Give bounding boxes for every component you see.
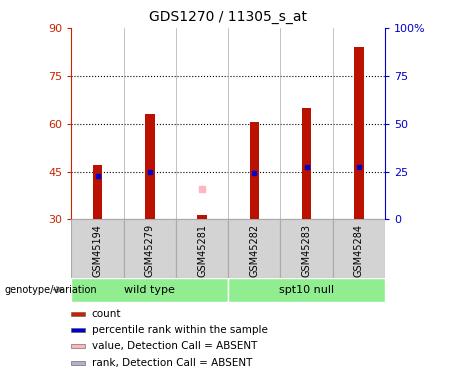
Bar <box>93 165 102 219</box>
Bar <box>71 361 85 364</box>
Text: GSM45279: GSM45279 <box>145 224 155 277</box>
Bar <box>197 214 207 219</box>
Text: GSM45194: GSM45194 <box>93 224 103 277</box>
Bar <box>228 219 280 278</box>
Bar <box>145 114 154 219</box>
Text: GSM45281: GSM45281 <box>197 224 207 277</box>
Bar <box>280 219 333 278</box>
Bar <box>124 219 176 278</box>
Text: GSM45284: GSM45284 <box>354 224 364 277</box>
Bar <box>71 312 85 316</box>
Bar <box>71 344 85 348</box>
Bar <box>354 47 364 219</box>
Bar <box>228 278 385 302</box>
Text: value, Detection Call = ABSENT: value, Detection Call = ABSENT <box>92 341 257 351</box>
Text: GSM45283: GSM45283 <box>301 224 312 277</box>
Title: GDS1270 / 11305_s_at: GDS1270 / 11305_s_at <box>149 10 307 24</box>
Text: GSM45282: GSM45282 <box>249 224 260 277</box>
Text: count: count <box>92 309 121 319</box>
Text: spt10 null: spt10 null <box>279 285 334 295</box>
Text: percentile rank within the sample: percentile rank within the sample <box>92 325 268 335</box>
Bar <box>71 219 124 278</box>
Bar <box>176 219 228 278</box>
Bar <box>71 278 228 302</box>
Bar <box>249 122 259 219</box>
Text: genotype/variation: genotype/variation <box>5 285 97 295</box>
Text: wild type: wild type <box>124 285 175 295</box>
Bar <box>302 108 311 219</box>
Text: rank, Detection Call = ABSENT: rank, Detection Call = ABSENT <box>92 358 252 368</box>
Bar <box>333 219 385 278</box>
Bar <box>71 328 85 332</box>
